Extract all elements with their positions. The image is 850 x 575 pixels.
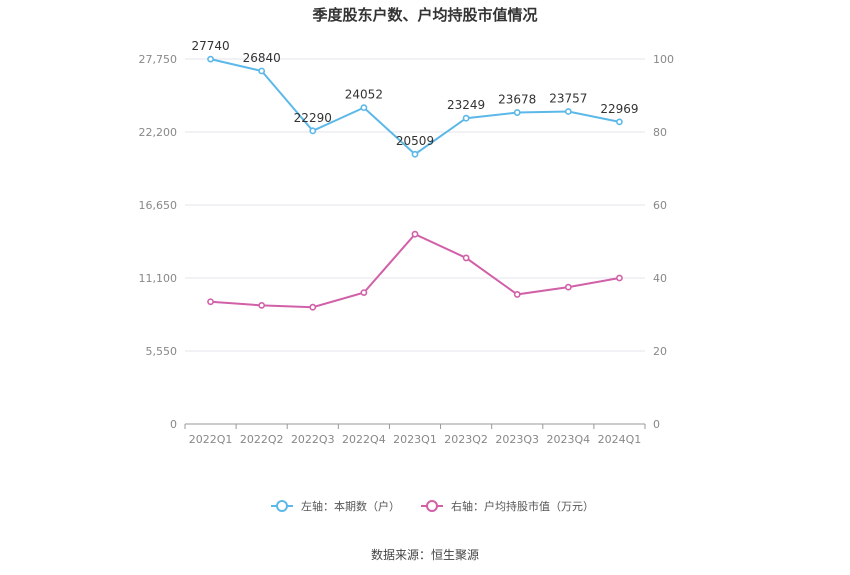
- legend[interactable]: 左轴：本期数（户） 右轴：户均持股市值（万元）: [271, 499, 594, 513]
- right-tick-label: 100: [653, 53, 674, 66]
- data-point-right[interactable]: [616, 274, 623, 282]
- left-tick-label: 11,100: [139, 272, 178, 285]
- right-tick-label: 40: [653, 272, 667, 285]
- data-point-right[interactable]: [411, 230, 419, 238]
- data-point-left[interactable]: [616, 118, 623, 126]
- series-layer: [207, 55, 623, 311]
- data-point-right[interactable]: [564, 283, 572, 291]
- legend-label: 右轴：户均持股市值（万元）: [451, 499, 594, 513]
- data-point-left[interactable]: [258, 67, 266, 75]
- data-label: 22969: [600, 102, 638, 116]
- data-point-left[interactable]: [513, 109, 521, 116]
- x-tick-label: 2022Q4: [342, 433, 386, 446]
- data-point-right[interactable]: [207, 298, 214, 306]
- data-point-right[interactable]: [258, 301, 266, 309]
- x-tick-label: 2023Q4: [547, 433, 591, 446]
- legend-swatch-marker: [426, 500, 438, 512]
- left-tick-label: 27,750: [139, 53, 178, 66]
- data-point-right[interactable]: [462, 254, 470, 262]
- data-point-left[interactable]: [309, 127, 317, 135]
- left-axis-ticks: 0 5,550 11,100 16,650 22,200 27,750: [139, 53, 178, 431]
- data-point-right[interactable]: [360, 289, 368, 296]
- legend-label: 左轴：本期数（户）: [301, 499, 400, 513]
- left-tick-label: 22,200: [139, 126, 178, 139]
- data-label: 23757: [549, 92, 587, 106]
- data-point-right[interactable]: [309, 303, 317, 311]
- data-label: 24052: [345, 88, 383, 102]
- data-labels: 27740 26840 22290 24052 20509 23249 23678 23757…: [191, 39, 638, 148]
- right-tick-label: 0: [653, 418, 660, 431]
- data-label: 27740: [191, 39, 229, 53]
- data-source: 数据来源：恒生聚源: [371, 547, 479, 562]
- data-label: 26840: [243, 51, 281, 65]
- legend-item-right[interactable]: 右轴：户均持股市值（万元）: [421, 499, 594, 513]
- x-tick-label: 2023Q2: [444, 433, 488, 446]
- data-label: 20509: [396, 134, 434, 148]
- legend-item-left[interactable]: 左轴：本期数（户）: [271, 499, 400, 513]
- x-tick-label: 2022Q3: [291, 433, 335, 446]
- data-label: 23249: [447, 98, 485, 112]
- data-label: 23678: [498, 93, 536, 107]
- data-point-left[interactable]: [564, 108, 572, 115]
- chart-title: 季度股东户数、户均持股市值情况: [312, 6, 537, 24]
- data-label: 22290: [294, 111, 332, 125]
- data-point-left[interactable]: [411, 150, 419, 158]
- x-tick-label: 2022Q1: [189, 433, 233, 446]
- data-point-left[interactable]: [462, 114, 470, 122]
- left-tick-label: 5,550: [146, 345, 178, 358]
- x-tick-label: 2023Q1: [393, 433, 437, 446]
- right-axis-ticks: 0 20 40 60 80 100: [653, 53, 674, 431]
- x-tick-label: 2024Q1: [598, 433, 642, 446]
- legend-swatch-marker: [276, 500, 288, 512]
- data-point-left[interactable]: [207, 55, 214, 63]
- x-tick-label: 2023Q3: [495, 433, 539, 446]
- grid-lines: [185, 58, 645, 352]
- left-tick-label: 0: [170, 418, 177, 431]
- right-tick-label: 20: [653, 345, 667, 358]
- data-point-left[interactable]: [360, 104, 368, 112]
- x-tick-label: 2022Q2: [240, 433, 284, 446]
- x-axis: 2022Q1 2022Q2 2022Q3 2022Q4 2023Q1 2023Q2 2023…: [184, 423, 646, 446]
- left-tick-label: 16,650: [139, 199, 178, 212]
- right-tick-label: 80: [653, 126, 667, 139]
- data-point-right[interactable]: [513, 291, 521, 298]
- right-tick-label: 60: [653, 199, 667, 212]
- series-line-right: [210, 232, 620, 309]
